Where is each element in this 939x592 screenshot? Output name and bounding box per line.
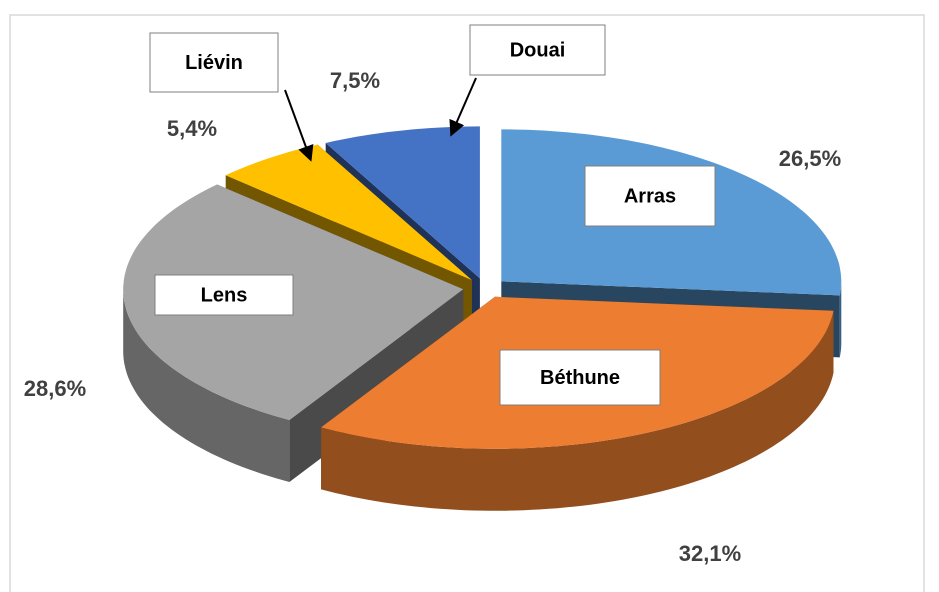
category-label: Lens [201,284,248,306]
value-label: 26,5% [779,146,841,171]
category-label-box [499,349,661,406]
value-label: 7,5% [330,68,380,93]
category-label: Liévin [185,52,243,74]
category-label-box [149,32,279,93]
category-label: Béthune [540,367,620,389]
slice-top [325,126,480,279]
slice-top [225,144,472,281]
category-label: Douai [510,39,566,61]
category-label-box [584,165,716,227]
slice-outer-side [321,310,834,511]
category-label: Arras [624,185,676,207]
slice-outer-side [839,281,842,358]
slice-outer-side [123,289,290,482]
value-label: 28,6% [24,376,86,401]
value-label: 32,1% [679,541,741,566]
callout-arrow [449,77,477,137]
category-label-box [154,274,294,316]
callout-arrow [284,89,314,162]
category-label-box [469,24,606,76]
value-label: 5,4% [167,116,217,141]
